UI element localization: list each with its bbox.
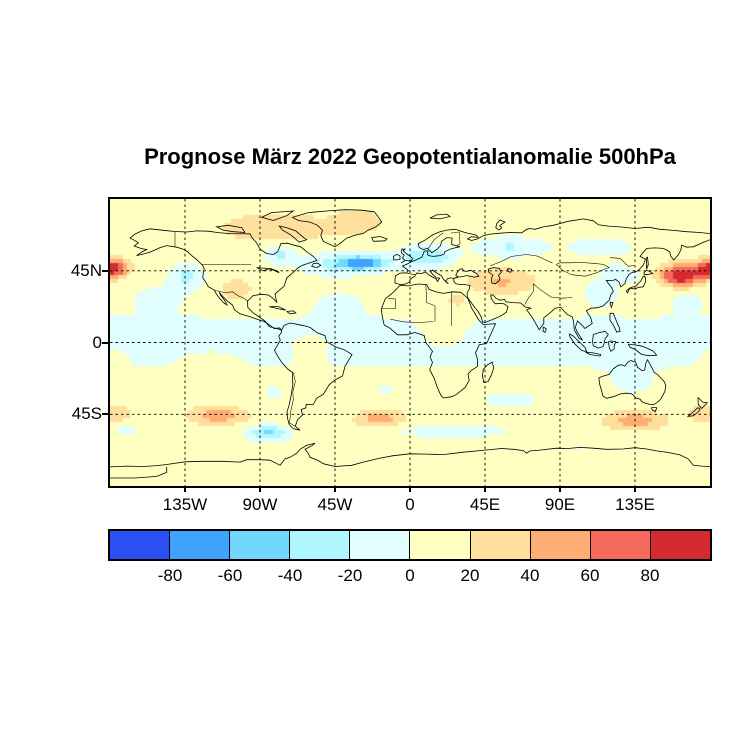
coastline [609,312,621,333]
x-axis-label: 45E [469,495,501,514]
country-border [428,232,444,249]
coastline [609,301,614,309]
x-axis-tick [559,486,561,492]
coastline [394,218,710,286]
y-axis-tick [102,269,108,272]
country-border [524,283,534,305]
coastline [274,322,353,431]
coastline [585,352,602,357]
graticule-gridlines [110,199,710,486]
coastline [311,262,322,268]
coastline [487,267,502,285]
coastline [507,268,513,273]
colorbar-cell [290,531,351,559]
x-axis-label: 90W [242,495,278,514]
country-border [556,262,610,277]
y-axis-label: 0 [92,332,102,352]
colorbar-tick-label: -80 [157,566,183,585]
coastline [400,239,710,341]
colorbar-tick-label: -40 [277,566,303,585]
country-border [489,254,553,267]
coastline [482,361,495,384]
coastline [607,340,617,352]
coastline [429,213,451,220]
coastline [650,407,658,413]
coastline [291,209,383,248]
colorbar-cell [170,531,231,559]
x-axis-tick [334,486,336,492]
coastline [380,283,497,399]
country-border [425,283,436,322]
coastline [371,236,388,242]
world-map-panel [108,197,712,488]
y-axis-tick [102,341,108,344]
country-border [389,318,434,323]
coastline [110,466,168,479]
colorbar-tick-label: -20 [337,566,363,585]
coastline [269,306,286,311]
colorbar-cell [650,531,710,559]
colorbar-cell [470,531,531,559]
coastline [392,253,401,261]
country-border [289,372,296,427]
coastline [110,442,710,468]
page-title: Prognose März 2022 Geopotentialanomalie … [144,144,676,169]
coastline [542,326,547,334]
colorbar-tick-label: 40 [520,566,540,585]
x-axis-label: 135E [615,495,655,514]
x-axis-tick [634,486,636,492]
x-axis-tick [484,486,486,492]
x-axis-label: 45W [317,495,353,514]
x-axis-label: 135W [162,495,208,514]
x-axis-label: 0 [405,495,415,514]
coastline [697,397,709,409]
coastline [643,269,654,276]
country-border [533,283,573,299]
x-axis-tick [184,486,186,492]
colorbar-tick-label: -60 [217,566,243,585]
country-border [609,257,635,267]
colorbar-cell [350,531,411,559]
country-border [214,290,248,302]
colorbar-tick-label: 80 [640,566,660,585]
coastline [568,333,588,353]
colorbar-cell [530,531,591,559]
colorbar-tick-label: 20 [460,566,480,585]
coastline [592,330,609,349]
coastline [627,343,658,357]
coastline [401,248,413,264]
coastline [129,228,318,331]
coastline [260,210,295,221]
coastline [215,224,246,233]
coastline [686,407,701,417]
x-axis-tick [409,486,411,492]
coastline [625,275,647,294]
x-axis-tick [259,486,261,492]
coastline [598,358,667,406]
coastline [256,267,280,274]
colorbar-cell [410,531,471,559]
map-overlay [110,199,710,486]
y-axis-label: 45S [71,404,102,424]
coastline [278,225,308,243]
country-border [381,298,396,309]
colorbar-tick-label: 60 [580,566,600,585]
country-border [450,231,461,247]
coastline [495,219,506,231]
coastline [286,310,297,315]
colorbar-cell [590,531,651,559]
y-axis-label: 45N [70,260,102,280]
colorbar [108,529,712,561]
x-axis-label: 90E [544,495,576,514]
y-axis-tick [102,413,108,416]
coastline [645,256,649,270]
country-border [406,273,416,275]
colorbar-cell [230,531,291,559]
colorbar-cell [110,531,171,559]
colorbar-tick-label: 0 [405,566,415,585]
